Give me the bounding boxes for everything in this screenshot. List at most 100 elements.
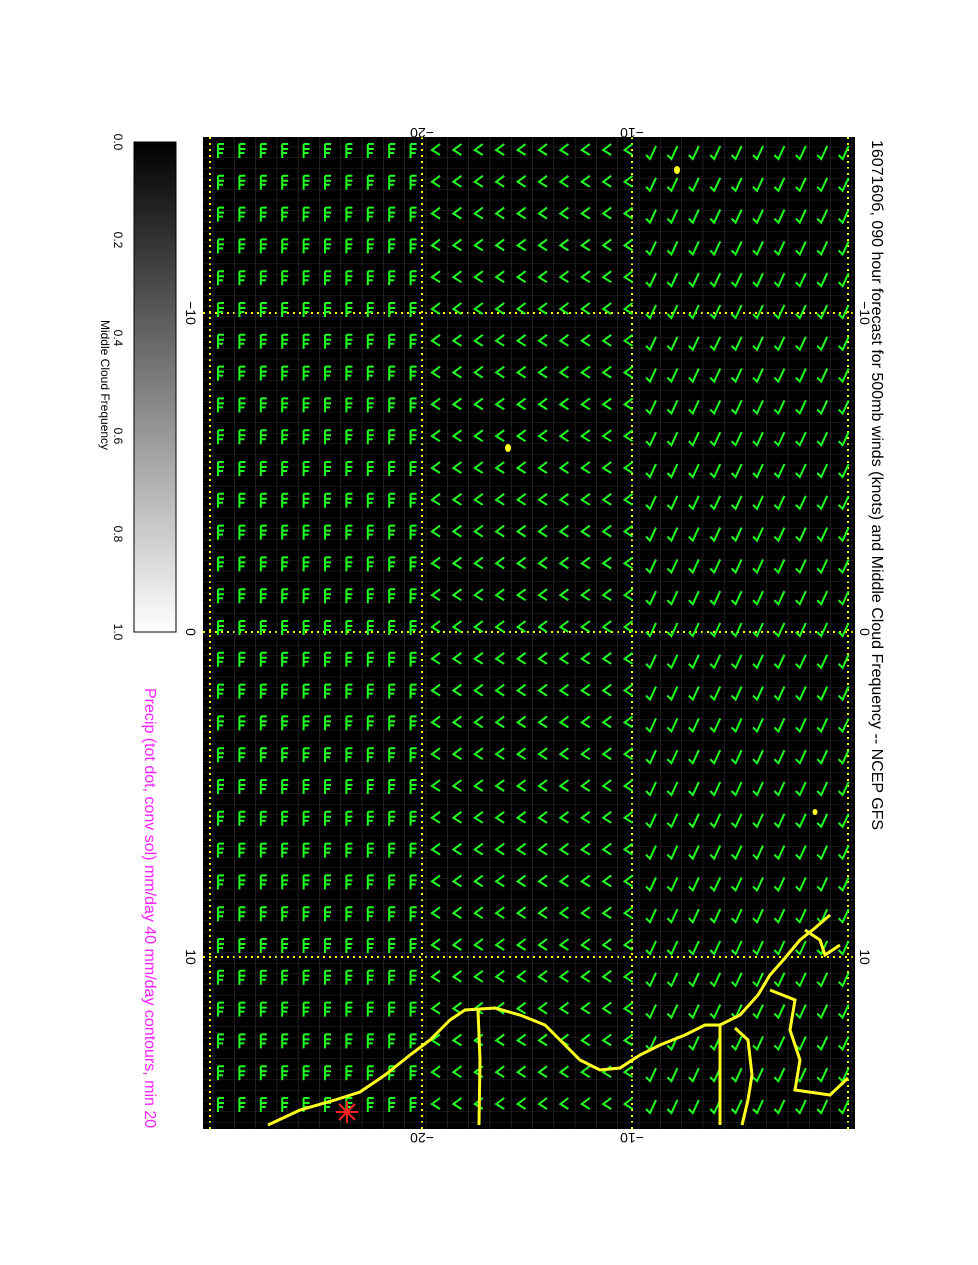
wind-barb bbox=[837, 368, 850, 384]
wind-barb bbox=[773, 845, 786, 861]
wind-barb bbox=[580, 874, 591, 888]
wind-barb bbox=[494, 874, 505, 888]
wind-barb bbox=[430, 397, 441, 411]
wind-barb bbox=[515, 906, 527, 920]
wind-barb bbox=[217, 1001, 224, 1017]
wind-barb bbox=[281, 747, 289, 763]
wind-barb bbox=[645, 177, 657, 193]
wind-barb bbox=[709, 686, 722, 702]
wind-barb bbox=[324, 492, 331, 508]
wind-barb bbox=[580, 143, 591, 156]
wind-barb bbox=[430, 556, 441, 570]
wind-barb bbox=[430, 1033, 441, 1047]
wind-barb bbox=[816, 749, 829, 765]
wind-barb bbox=[837, 463, 850, 479]
wind-barb bbox=[601, 683, 612, 697]
wind-barb bbox=[302, 302, 310, 317]
wind-barb bbox=[409, 461, 417, 476]
wind-barb bbox=[580, 429, 591, 443]
wind-barb bbox=[238, 1097, 246, 1112]
wind-barb bbox=[366, 429, 374, 445]
wind-barb bbox=[795, 781, 807, 797]
wind-barb bbox=[494, 842, 505, 856]
wind-barb bbox=[324, 906, 331, 922]
wind-barb bbox=[709, 240, 722, 257]
wind-barb bbox=[752, 463, 764, 479]
wind-barb bbox=[601, 556, 612, 570]
wind-barb bbox=[837, 590, 850, 606]
wind-barb bbox=[558, 461, 569, 474]
wind-barb bbox=[816, 463, 829, 479]
wind-barb bbox=[217, 906, 224, 922]
wind-barb bbox=[601, 461, 612, 474]
wind-barb bbox=[601, 206, 612, 220]
colorbar-tick-label: 0.0 bbox=[111, 134, 125, 151]
wind-barb bbox=[494, 811, 505, 824]
wind-barb bbox=[259, 333, 267, 349]
wind-barb bbox=[409, 270, 417, 286]
wind-barb bbox=[217, 429, 224, 445]
wind-barb bbox=[601, 874, 612, 888]
wind-barb bbox=[409, 429, 417, 445]
wind-barb bbox=[515, 652, 527, 665]
wind-barb bbox=[409, 874, 417, 890]
wind-barb bbox=[515, 747, 527, 761]
wind-barb bbox=[752, 145, 764, 161]
wind-barb bbox=[430, 683, 441, 697]
wind-barb bbox=[494, 779, 505, 792]
wind-barb bbox=[558, 334, 569, 347]
wind-barb bbox=[259, 174, 267, 190]
left-tick-label: 10 bbox=[183, 949, 199, 965]
wind-barb bbox=[730, 1067, 743, 1083]
wind-barb bbox=[238, 556, 246, 572]
wind-barb bbox=[238, 1033, 246, 1049]
wind-barb bbox=[217, 492, 224, 508]
wind-barb bbox=[816, 209, 829, 225]
wind-barb bbox=[281, 429, 289, 445]
wind-barb bbox=[345, 556, 353, 572]
wind-barb bbox=[217, 874, 224, 890]
wind-barb bbox=[622, 811, 634, 824]
wind-barb bbox=[752, 590, 764, 606]
wind-barb bbox=[537, 143, 548, 156]
wind-barb bbox=[388, 683, 396, 699]
border-b bbox=[769, 988, 850, 1097]
wind-barb bbox=[217, 143, 224, 158]
wind-barb bbox=[473, 683, 484, 697]
wind-barb bbox=[409, 1033, 417, 1049]
wind-barb bbox=[558, 270, 569, 284]
wind-barb bbox=[816, 177, 829, 193]
wind-barb bbox=[388, 206, 396, 222]
wind-barb bbox=[345, 429, 353, 445]
wind-barb bbox=[773, 209, 786, 225]
wind-barb bbox=[730, 209, 743, 225]
wind-barb bbox=[730, 177, 743, 193]
wind-barb bbox=[451, 302, 462, 315]
wind-barb bbox=[645, 940, 657, 956]
wind-barb bbox=[816, 1099, 829, 1115]
wind-barb bbox=[773, 686, 786, 702]
wind-barb bbox=[494, 270, 505, 284]
wind-barb bbox=[259, 747, 267, 763]
wind-barb bbox=[558, 715, 569, 729]
wind-barb bbox=[795, 654, 807, 670]
wind-barb bbox=[217, 747, 224, 763]
wind-barb bbox=[730, 495, 743, 511]
wind-barb bbox=[409, 1001, 417, 1017]
wind-barb bbox=[688, 368, 700, 384]
wind-barb bbox=[259, 397, 267, 413]
wind-barb bbox=[388, 747, 396, 763]
wind-barb bbox=[622, 874, 634, 888]
wind-barb bbox=[259, 779, 267, 794]
wind-barb bbox=[302, 747, 310, 763]
wind-barb bbox=[451, 493, 462, 506]
wind-barb bbox=[666, 940, 679, 956]
wind-barb bbox=[366, 1033, 374, 1049]
wind-barb bbox=[451, 1097, 462, 1110]
wind-barb bbox=[473, 397, 484, 411]
wind-barb bbox=[537, 683, 548, 697]
wind-barb bbox=[666, 209, 679, 225]
wind-barb bbox=[259, 906, 267, 922]
wind-barb bbox=[709, 209, 722, 225]
wind-barb bbox=[494, 238, 505, 252]
